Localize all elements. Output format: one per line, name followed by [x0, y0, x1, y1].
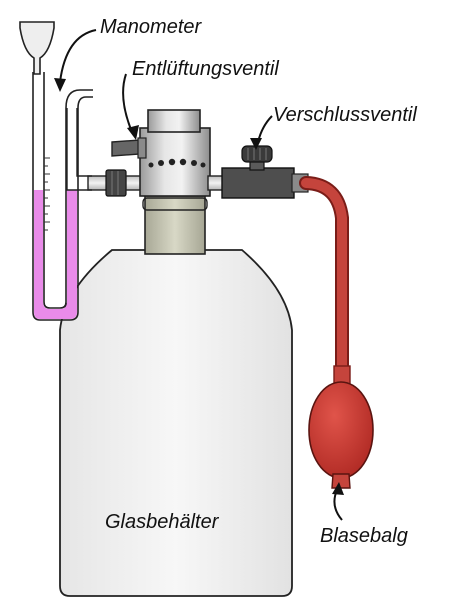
arrow-manometer — [59, 29, 97, 83]
arrow-heads — [54, 78, 344, 495]
arrow-vent-valve — [122, 73, 133, 133]
valve-cap — [147, 109, 201, 133]
valve-holes — [148, 158, 206, 168]
manometer-liquid — [34, 190, 77, 319]
label-shutoff-valve: Verschlussventil — [273, 104, 417, 126]
label-manometer: Manometer — [100, 16, 202, 38]
hose — [299, 176, 349, 385]
manometer-scale — [44, 157, 50, 231]
shutoff-valve — [207, 145, 309, 199]
label-vent-valve: Entlüftungsventil — [132, 58, 279, 80]
neck-ring — [142, 197, 208, 211]
manometer-nut — [105, 169, 127, 197]
glass-container — [59, 195, 293, 597]
vent-valve — [111, 137, 147, 159]
container-neck — [144, 195, 206, 255]
valve-body — [139, 109, 211, 197]
manometer-reservoir — [19, 21, 55, 75]
label-bellows: Blasebalg — [320, 525, 408, 547]
shutoff-knob — [241, 145, 273, 163]
bellows-bulb — [308, 365, 374, 489]
label-glass-container: Glasbehälter — [105, 511, 220, 533]
